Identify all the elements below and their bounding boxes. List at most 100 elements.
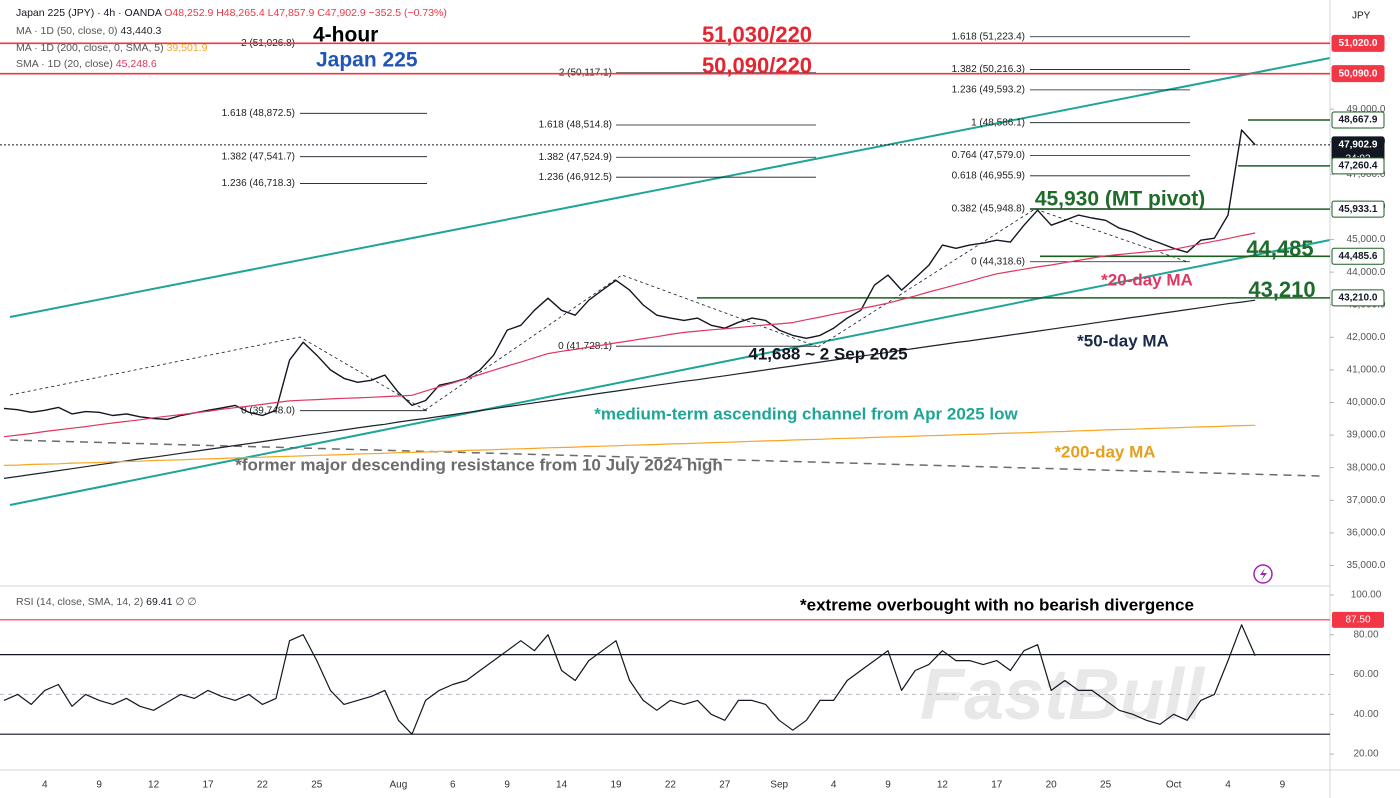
legend-value: 39,501.9 xyxy=(167,42,208,54)
price-tag-label: 47,902.9 xyxy=(1339,140,1378,151)
price-tag xyxy=(1331,289,1385,307)
swing-line xyxy=(424,274,819,411)
annotation: Japan 225 xyxy=(316,49,418,72)
x-tick-label: 4 xyxy=(831,780,837,791)
legend: RSI (14, close, SMA, 14, 2) 69.41 ∅ ∅ xyxy=(16,596,197,608)
fib-label: 0 (44,318.6) xyxy=(971,256,1025,267)
price-tag-label: 48,667.9 xyxy=(1339,115,1378,126)
annotation: *20-day MA xyxy=(1101,270,1193,289)
x-tick-label: 12 xyxy=(148,780,160,791)
legend-value: 69.41 xyxy=(146,596,172,608)
fib-label: 0.382 (45,948.8) xyxy=(952,203,1025,214)
fib-label: 1.618 (48,872.5) xyxy=(222,108,295,119)
annotation: *50-day MA xyxy=(1077,331,1169,350)
legend-extra: ∅ ∅ xyxy=(175,596,196,608)
fib-label: 1.618 (51,223.4) xyxy=(952,31,1025,42)
y-tick-label: 45,000.0 xyxy=(1347,234,1386,245)
price-tag xyxy=(1331,111,1385,129)
legend-ohlc: H48,265.4 xyxy=(216,7,265,19)
ma-line xyxy=(3,424,1256,466)
legend-ohlc: L47,857.9 xyxy=(268,7,315,19)
annotation: 45,930 (MT pivot) xyxy=(1035,188,1205,211)
x-tick-label: 14 xyxy=(556,780,568,791)
x-tick-label: 27 xyxy=(719,780,731,791)
price-tag-label: 43,210.0 xyxy=(1339,293,1378,304)
legend: MA · 1D (50, close, 0) 43,440.3 xyxy=(16,25,162,37)
x-tick-label: 9 xyxy=(504,780,510,791)
fib-label: 1.236 (49,593.2) xyxy=(952,84,1025,95)
x-tick-label: Aug xyxy=(390,780,408,791)
x-tick-label: 19 xyxy=(610,780,622,791)
x-tick-label: 20 xyxy=(1046,780,1058,791)
legend: MA · 1D (200, close, 0, SMA, 5) 39,501.9 xyxy=(16,42,208,54)
annotation: 50,090/220 xyxy=(702,53,812,78)
fib-label: 1.236 (46,912.5) xyxy=(539,172,612,183)
y-tick-label: 37,000.0 xyxy=(1347,495,1386,506)
channel-lower xyxy=(9,239,1331,506)
annotation: 43,210 xyxy=(1248,277,1315,302)
x-tick-label: 25 xyxy=(1100,780,1112,791)
x-tick-label: 4 xyxy=(1225,780,1231,791)
price-tag-label: 50,090.0 xyxy=(1339,68,1378,79)
ma-line xyxy=(3,299,1256,479)
rsi-level-label: 87.50 xyxy=(1345,614,1370,625)
rsi-level-tag xyxy=(1332,611,1384,628)
legend-ohlc: −352.5 (−0.73%) xyxy=(369,7,447,19)
currency-label: JPY xyxy=(1352,11,1371,22)
annotation: 4-hour xyxy=(313,24,378,47)
price-tag xyxy=(1331,157,1385,175)
y2-tick-label: 40.00 xyxy=(1353,709,1378,720)
y-tick-label: 36,000.0 xyxy=(1347,527,1386,538)
x-tick-label: 17 xyxy=(991,780,1003,791)
annotation: *200-day MA xyxy=(1054,442,1155,461)
legend: SMA · 1D (20, close) 45,248.6 xyxy=(16,58,157,70)
fib-label: 1.382 (50,216.3) xyxy=(952,64,1025,75)
annotation: 51,030/220 xyxy=(702,22,812,47)
alert-icon[interactable] xyxy=(1253,564,1273,584)
y-tick-label: 49,000.0 xyxy=(1347,104,1386,115)
x-tick-label: 6 xyxy=(450,780,456,791)
annotation: *former major descending resistance from… xyxy=(235,455,723,474)
legend-entry: MA · 1D (50, close, 0) xyxy=(16,25,118,37)
x-tick-label: Sep xyxy=(770,780,788,791)
x-tick-label: Oct xyxy=(1166,780,1182,791)
legend-ohlc: C47,902.9 xyxy=(317,7,366,19)
fib-label: 0.618 (46,955.9) xyxy=(952,170,1025,181)
price-tag-label: 45,933.1 xyxy=(1339,204,1378,215)
price-tag xyxy=(1331,34,1385,52)
fib-label: 0 (39,748.0) xyxy=(241,405,295,416)
descending-resistance xyxy=(9,439,1321,477)
annotation: 44,485 xyxy=(1246,236,1313,261)
fib-label: 1.236 (46,718.3) xyxy=(222,178,295,189)
price-tag-label: 44,485.6 xyxy=(1339,251,1378,262)
price-tag-label: 47,260.4 xyxy=(1339,161,1378,172)
legend-value: 45,248.6 xyxy=(116,58,157,70)
y-tick-label: 40,000.0 xyxy=(1347,397,1386,408)
legend-ohlc: O48,252.9 xyxy=(164,7,213,19)
x-tick-label: 22 xyxy=(665,780,677,791)
alert-icon-bolt xyxy=(1260,568,1267,581)
y2-tick-label: 80.00 xyxy=(1353,629,1378,640)
price-tag xyxy=(1331,247,1385,265)
watermark: FastBull xyxy=(920,655,1206,735)
x-tick-label: 4 xyxy=(42,780,48,791)
y2-tick-label: 100.00 xyxy=(1351,590,1382,601)
x-tick-label: 12 xyxy=(937,780,949,791)
fib-label: 0.764 (47,579.0) xyxy=(952,150,1025,161)
rsi-line xyxy=(3,624,1256,735)
swing-line xyxy=(817,208,1189,348)
legend-value: 43,440.3 xyxy=(120,25,161,37)
y-tick-label: 44,000.0 xyxy=(1347,267,1386,278)
y2-tick-label: 60.00 xyxy=(1353,669,1378,680)
price-tag xyxy=(1331,65,1385,83)
y-tick-label: 38,000.0 xyxy=(1347,462,1386,473)
y-tick-label: 41,000.0 xyxy=(1347,365,1386,376)
swing-line xyxy=(9,336,426,411)
legend: Japan 225 (JPY) · 4h · OANDA O48,252.9 H… xyxy=(16,7,447,19)
x-tick-label: 9 xyxy=(1280,780,1286,791)
y-tick-label: 47,000.0 xyxy=(1347,169,1386,180)
